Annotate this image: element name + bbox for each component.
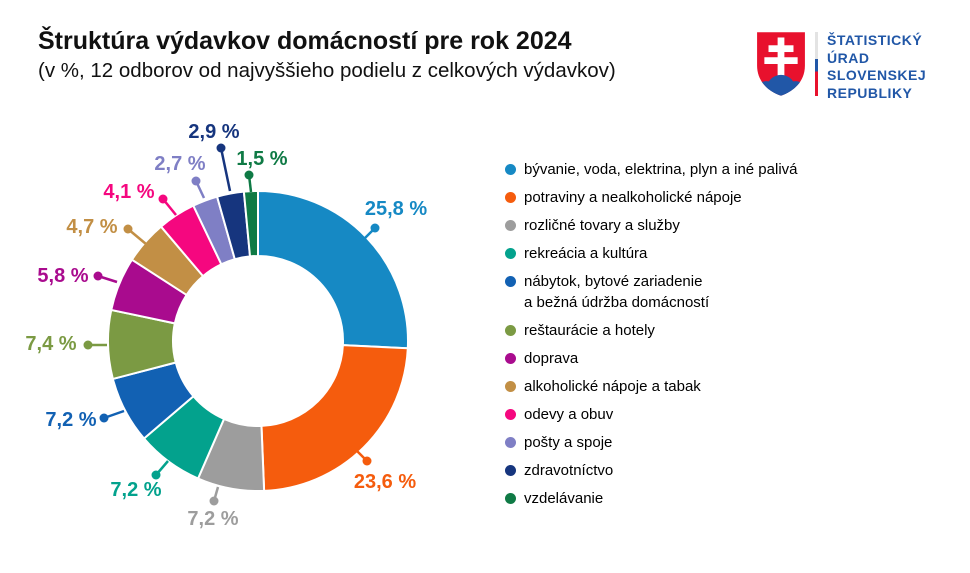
donut-slice bbox=[242, 189, 259, 258]
label-leader-line bbox=[219, 147, 232, 192]
label-dot-icon bbox=[151, 470, 161, 480]
legend-item: doprava bbox=[505, 348, 798, 369]
page-subtitle: (v %, 12 odborov od najvyššieho podielu … bbox=[38, 59, 616, 82]
legend-bullet-icon bbox=[505, 437, 516, 448]
legend-item: reštaurácie a hotely bbox=[505, 320, 798, 341]
page-title: Štruktúra výdavkov domácností pre rok 20… bbox=[38, 27, 572, 55]
percent-label: 1,5 % bbox=[236, 148, 287, 170]
donut-slice bbox=[257, 189, 409, 350]
legend-label: odevy a obuv bbox=[524, 406, 614, 423]
percent-label: 2,7 % bbox=[154, 153, 205, 175]
legend-bullet-icon bbox=[505, 164, 516, 175]
legend-bullet-icon bbox=[505, 276, 516, 287]
legend-label: zdravotníctvo bbox=[524, 462, 614, 479]
slovak-coat-of-arms-icon bbox=[757, 32, 805, 96]
org-name-line: ÚRAD bbox=[827, 49, 870, 66]
org-name-line: ŠTATISTICKÝ bbox=[827, 32, 923, 48]
legend-label: rekreácia a kultúra bbox=[524, 245, 648, 262]
legend-label: pošty a spoje bbox=[524, 434, 613, 451]
org-name-line: REPUBLIKY bbox=[827, 84, 913, 101]
legend-bullet-icon bbox=[505, 220, 516, 231]
label-dot-icon bbox=[99, 413, 109, 423]
percent-label: 23,6 % bbox=[354, 471, 416, 493]
legend-label: bývanie, voda, elektrina, plyn a iné pal… bbox=[524, 161, 798, 178]
org-name-line: SLOVENSKEJ bbox=[827, 67, 927, 83]
susr-logo: ŠTATISTICKÝ ÚRAD SLOVENSKEJ REPUBLIKY bbox=[755, 30, 926, 102]
flag-stripe-icon bbox=[815, 32, 818, 96]
legend-bullet-icon bbox=[505, 248, 516, 259]
label-dot-icon bbox=[209, 496, 219, 506]
percent-label: 2,9 % bbox=[188, 121, 239, 143]
legend-label: vzdelávanie bbox=[524, 490, 604, 507]
legend-bullet-icon bbox=[505, 409, 516, 420]
org-name: ŠTATISTICKÝ ÚRAD SLOVENSKEJ REPUBLIKY bbox=[827, 30, 926, 102]
label-dot-icon bbox=[123, 224, 133, 234]
label-dot-icon bbox=[83, 340, 93, 350]
legend-bullet-icon bbox=[505, 192, 516, 203]
legend-item: vzdelávanie bbox=[505, 488, 798, 509]
label-dot-icon bbox=[244, 170, 254, 180]
percent-label: 25,8 % bbox=[365, 198, 427, 220]
chart-header: Štruktúra výdavkov domácností pre rok 20… bbox=[38, 26, 616, 83]
legend-label: doprava bbox=[524, 350, 579, 367]
legend-label: rozličné tovary a služby bbox=[524, 217, 680, 234]
percent-label: 7,4 % bbox=[25, 333, 76, 355]
label-dot-icon bbox=[216, 143, 226, 153]
legend-item: nábytok, bytové zariadenie a bežná údržba… bbox=[505, 271, 798, 313]
donut-slice bbox=[260, 344, 409, 492]
legend-label: potraviny a nealkoholické nápoje bbox=[524, 189, 742, 206]
legend-item: rozličné tovary a služby bbox=[505, 215, 798, 236]
legend-item: alkoholické nápoje a tabak bbox=[505, 376, 798, 397]
legend-item: bývanie, voda, elektrina, plyn a iné pal… bbox=[505, 159, 798, 180]
legend-item: odevy a obuv bbox=[505, 404, 798, 425]
percent-label: 7,2 % bbox=[187, 508, 238, 530]
legend-label: nábytok, bytové zariadenie a bežná údržba… bbox=[524, 273, 710, 311]
label-dot-icon bbox=[191, 176, 201, 186]
percent-label: 7,2 % bbox=[110, 479, 161, 501]
legend-label: reštaurácie a hotely bbox=[524, 322, 655, 339]
label-dot-icon bbox=[370, 223, 380, 233]
legend-bullet-icon bbox=[505, 325, 516, 336]
legend-item: pošty a spoje bbox=[505, 432, 798, 453]
percent-label: 5,8 % bbox=[37, 265, 88, 287]
legend-label: alkoholické nápoje a tabak bbox=[524, 378, 701, 395]
legend-bullet-icon bbox=[505, 381, 516, 392]
legend-bullet-icon bbox=[505, 465, 516, 476]
donut-chart: 25,8 % 23,6 % 7,2 % 7,2 % 7,2 % 7,4 % 5,8 % 4,7… bbox=[25, 121, 427, 530]
percent-label: 4,7 % bbox=[66, 216, 117, 238]
label-dot-icon bbox=[93, 271, 103, 281]
legend-item: potraviny a nealkoholické nápoje bbox=[505, 187, 798, 208]
legend-item: rekreácia a kultúra bbox=[505, 243, 798, 264]
legend: bývanie, voda, elektrina, plyn a iné pal… bbox=[505, 159, 798, 509]
label-dot-icon bbox=[362, 456, 372, 466]
label-dot-icon bbox=[158, 194, 168, 204]
percent-label: 7,2 % bbox=[45, 409, 96, 431]
legend-item: zdravotníctvo bbox=[505, 460, 798, 481]
legend-bullet-icon bbox=[505, 493, 516, 504]
legend-bullet-icon bbox=[505, 353, 516, 364]
percent-label: 4,1 % bbox=[103, 181, 154, 203]
